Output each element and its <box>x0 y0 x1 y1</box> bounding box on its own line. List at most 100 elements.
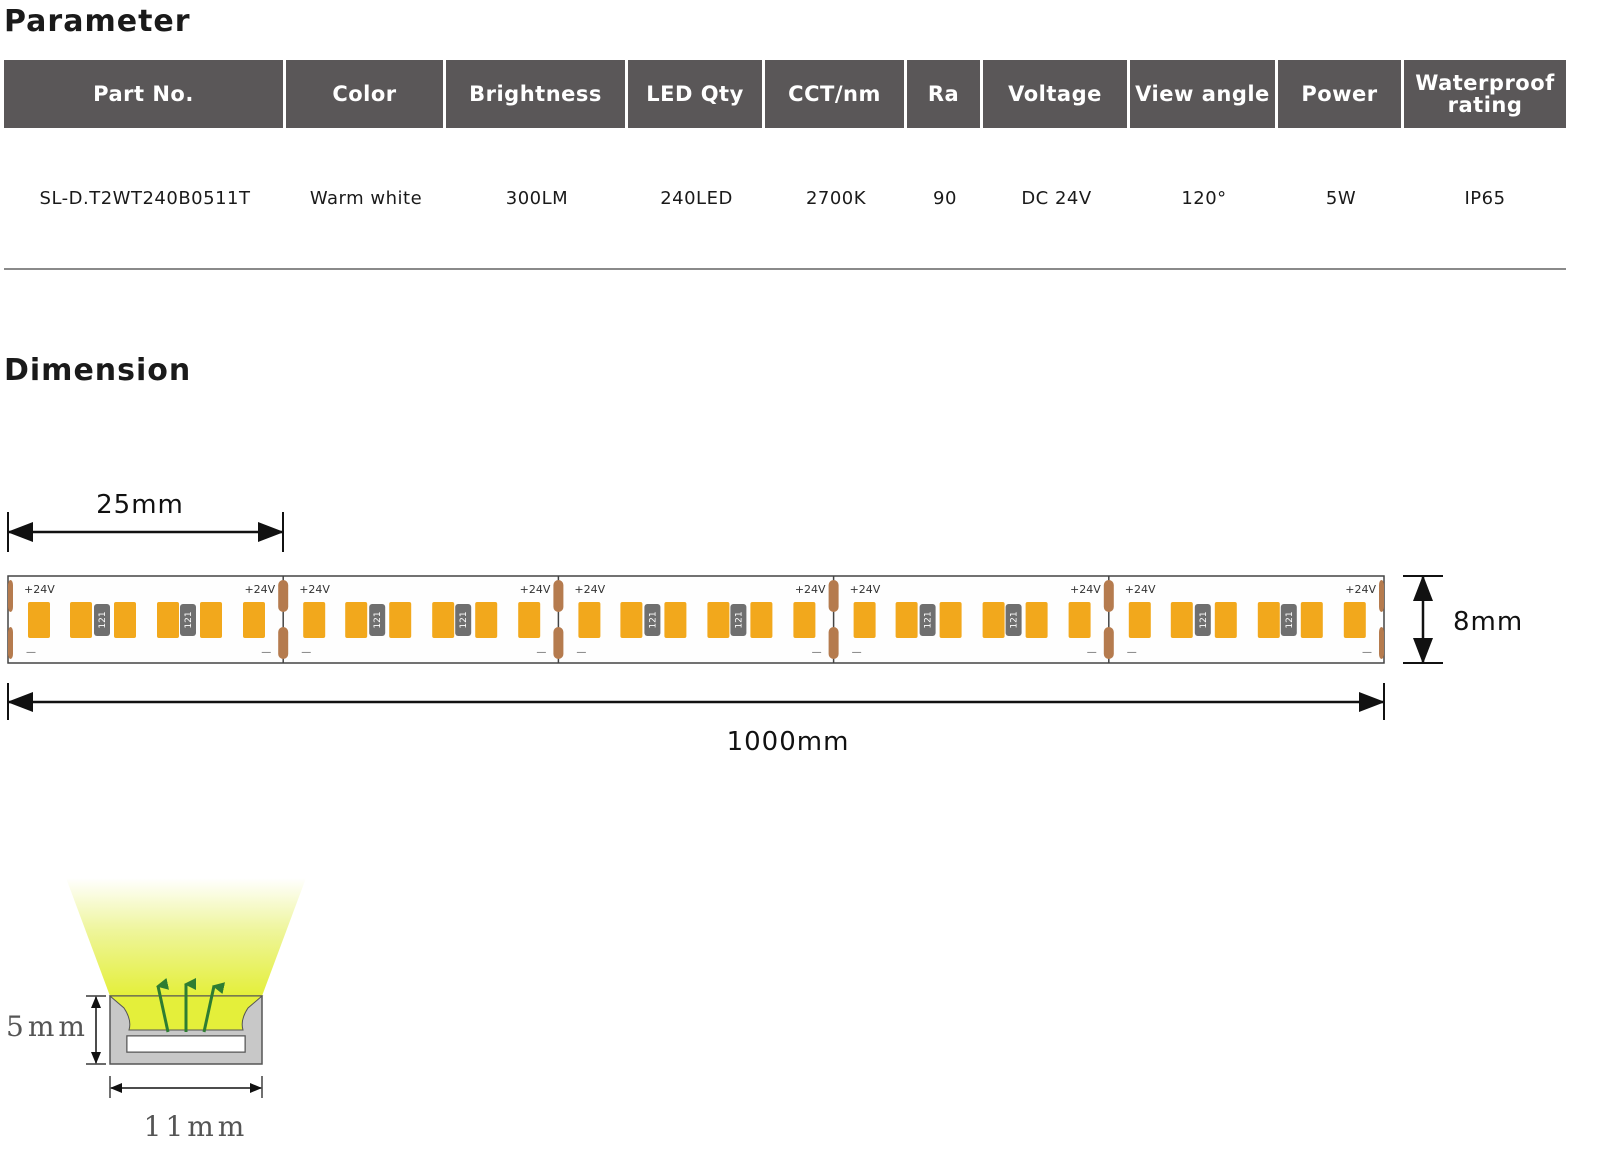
voltage-label: +24V <box>24 583 55 596</box>
led-chip <box>518 602 541 638</box>
header-brightness: Brightness <box>446 60 628 128</box>
resistor-code: 121 <box>648 611 658 628</box>
copper-pad <box>1379 580 1384 612</box>
resistor <box>455 604 472 636</box>
copper-pad <box>553 627 564 659</box>
led-strip: +24V +24V — — 121 121 +24V +24V — — 121 121 +24V +24V… <box>7 575 1385 664</box>
minus-label: — <box>1087 647 1097 658</box>
profile-width-label: 11mm <box>144 1110 249 1143</box>
resistor <box>1194 604 1211 636</box>
voltage-label: +24V <box>1070 583 1101 596</box>
minus-label: — <box>1362 647 1372 658</box>
light-beam <box>66 878 306 996</box>
header-led-qty: LED Qty <box>628 60 765 128</box>
led-chip <box>1300 602 1323 638</box>
led-chip <box>70 602 92 638</box>
resistor <box>369 604 386 636</box>
copper-pad <box>828 580 839 612</box>
led-chip <box>1257 602 1280 638</box>
cell-waterproof: IP65 <box>1404 128 1566 270</box>
header-waterproof: Waterproof rating <box>1404 60 1566 128</box>
header-part-no: Part No. <box>4 60 286 128</box>
resistor <box>180 604 196 636</box>
copper-pad <box>278 627 289 659</box>
resistor-code: 121 <box>924 611 934 628</box>
cell-led-qty: 240LED <box>628 128 765 270</box>
led-chip <box>1343 602 1366 638</box>
copper-pad <box>828 627 839 659</box>
voltage-label: +24V <box>299 583 330 596</box>
led-chip <box>475 602 498 638</box>
parameter-table: Part No. Color Brightness LED Qty CCT/nm… <box>4 60 1566 270</box>
minus-label: — <box>261 647 271 658</box>
header-voltage: Voltage <box>983 60 1130 128</box>
led-chip <box>620 602 643 638</box>
copper-pad <box>278 580 289 612</box>
led-chip <box>1068 602 1091 638</box>
led-chip <box>243 602 265 638</box>
header-cct: CCT/nm <box>765 60 907 128</box>
voltage-label: +24V <box>520 583 551 596</box>
minus-label: — <box>812 647 822 658</box>
resistor <box>919 604 936 636</box>
led-chip <box>578 602 601 638</box>
parameter-title: Parameter <box>4 4 191 39</box>
voltage-label: +24V <box>1345 583 1376 596</box>
strip-width-label: 8mm <box>1453 607 1523 637</box>
voltage-label: +24V <box>850 583 881 596</box>
strip-width-dimension: 8mm <box>1403 575 1523 664</box>
cell-voltage: DC 24V <box>983 128 1130 270</box>
total-length-dimension: 1000mm <box>7 683 1385 757</box>
dimension-title: Dimension <box>4 353 192 388</box>
led-chip <box>1128 602 1151 638</box>
copper-pad <box>8 580 13 612</box>
minus-label: — <box>301 647 311 658</box>
resistor-code: 121 <box>1199 611 1209 628</box>
voltage-label: +24V <box>795 583 826 596</box>
cell-part-no: SL-D.T2WT240B0511T <box>4 128 286 270</box>
led-chip <box>982 602 1005 638</box>
led-chip <box>664 602 687 638</box>
cell-color: Warm white <box>286 128 446 270</box>
voltage-label: +24V <box>574 583 605 596</box>
segment-length-dimension: 25mm <box>7 490 284 552</box>
led-chip <box>432 602 455 638</box>
profile-led-chip <box>126 1035 246 1053</box>
led-chip <box>1170 602 1193 638</box>
led-chip <box>707 602 730 638</box>
copper-pad <box>1379 627 1384 659</box>
led-chip <box>750 602 773 638</box>
led-chip <box>1214 602 1237 638</box>
cell-cct: 2700K <box>765 128 907 270</box>
voltage-label: +24V <box>244 583 275 596</box>
header-ra: Ra <box>907 60 983 128</box>
resistor-code: 121 <box>1010 611 1020 628</box>
segment-length-label: 25mm <box>96 490 184 520</box>
voltage-label: +24V <box>1125 583 1156 596</box>
cell-view-angle: 120° <box>1130 128 1278 270</box>
minus-label: — <box>536 647 546 658</box>
light-arrow <box>202 982 226 1033</box>
led-chip <box>345 602 368 638</box>
minus-label: — <box>26 647 36 658</box>
led-chip <box>114 602 136 638</box>
resistor-code: 121 <box>373 611 383 628</box>
led-chip <box>389 602 412 638</box>
resistor-code: 121 <box>184 611 194 628</box>
resistor-code: 121 <box>98 611 108 628</box>
cell-brightness: 300LM <box>446 128 628 270</box>
resistor <box>730 604 747 636</box>
resistor-code: 121 <box>459 611 469 628</box>
led-chip <box>895 602 918 638</box>
cell-power: 5W <box>1278 128 1404 270</box>
resistor <box>1005 604 1022 636</box>
led-chip <box>200 602 222 638</box>
header-view-angle: View angle <box>1130 60 1278 128</box>
led-chip <box>939 602 962 638</box>
light-arrow <box>156 978 170 1033</box>
cell-ra: 90 <box>907 128 983 270</box>
header-color: Color <box>286 60 446 128</box>
copper-pad <box>553 580 564 612</box>
minus-label: — <box>1127 647 1137 658</box>
